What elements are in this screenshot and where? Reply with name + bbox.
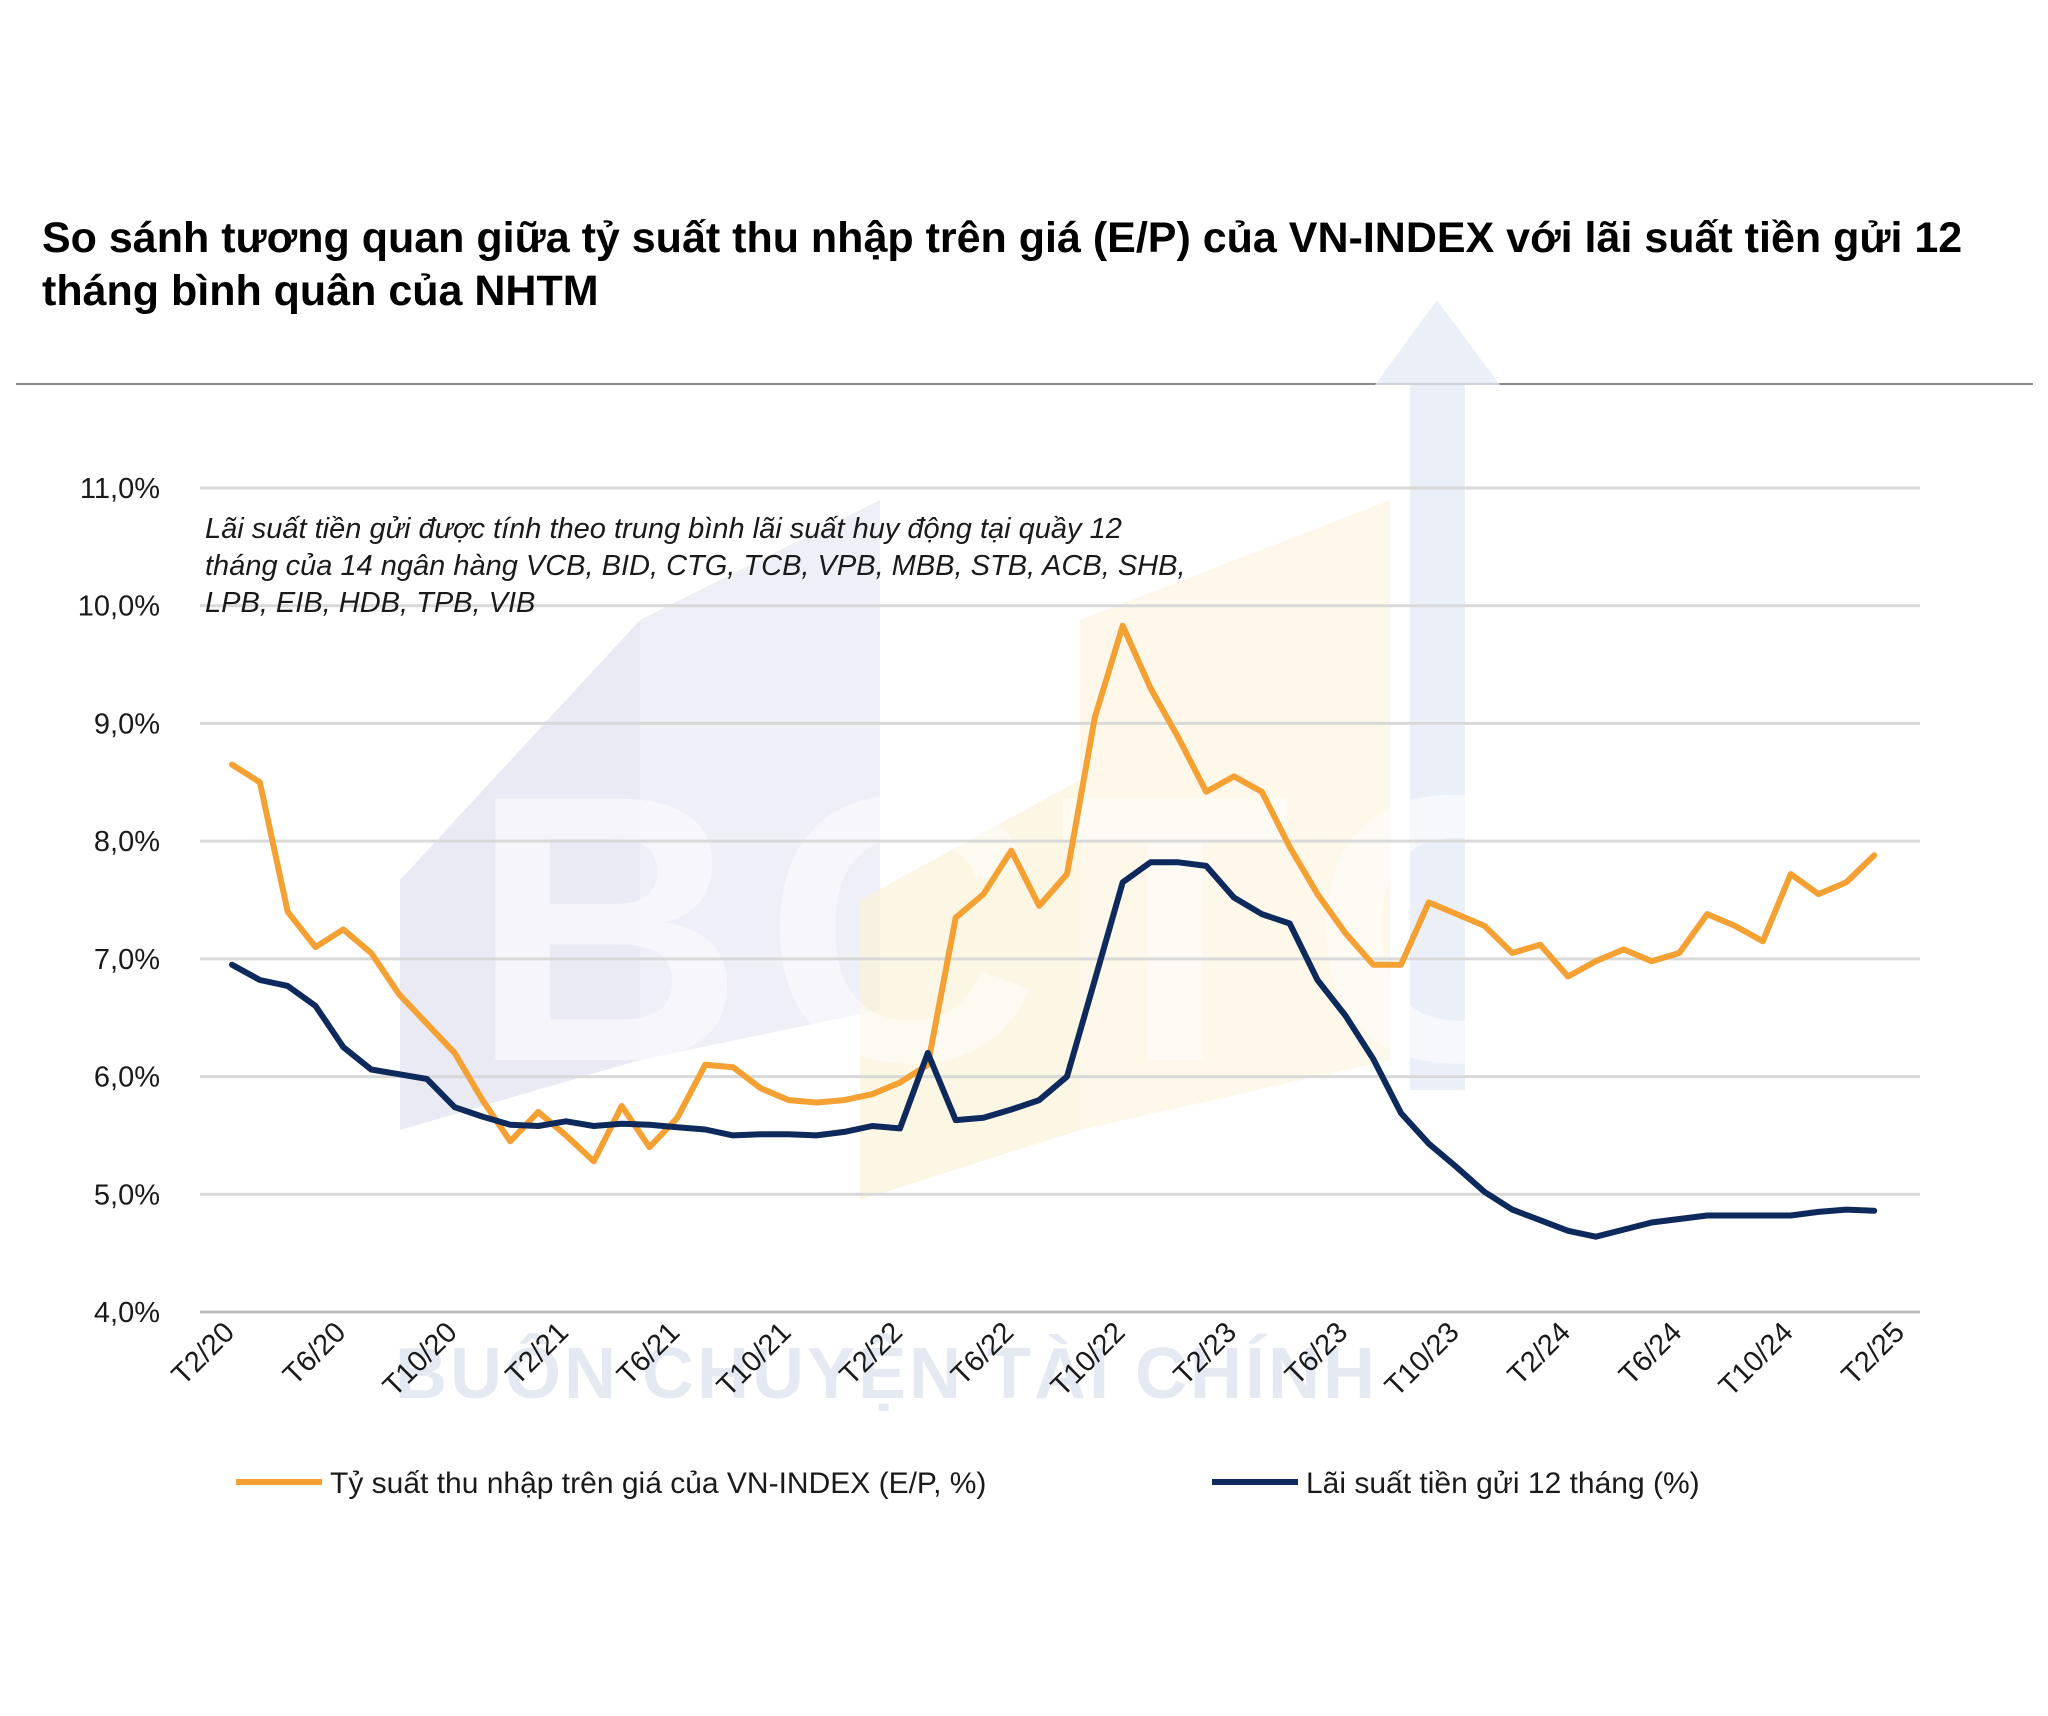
y-axis: 4,0% 5,0% 6,0% 7,0% 8,0% 9,0% 10,0% 11,0% [78,473,160,1329]
y-tick-label: 5,0% [94,1179,160,1211]
legend: Tỷ suất thu nhập trên giá của VN-INDEX (… [236,1467,1700,1500]
x-tick-label: T6/20 [277,1316,352,1391]
grid-lines [200,486,1920,1314]
y-tick-label: 9,0% [94,708,160,740]
watermark-block-2 [640,500,880,1060]
legend-label-ep: Tỷ suất thu nhập trên giá của VN-INDEX (… [330,1467,986,1500]
y-tick-label: 10,0% [78,591,160,623]
legend-label-deposit: Lãi suất tiền gửi 12 tháng (%) [1306,1467,1700,1500]
y-tick-label: 6,0% [94,1062,160,1094]
series-line-deposit-rate [229,859,1878,1240]
legend-item-ep: Tỷ suất thu nhập trên giá của VN-INDEX (… [236,1467,986,1500]
series-lines [229,622,1878,1240]
x-tick-label: T10/23 [1379,1316,1465,1402]
x-tick-label: T2/24 [1502,1316,1577,1391]
watermark-arrow [1375,300,1500,1090]
y-tick-label: 8,0% [94,826,160,858]
series-line-ep [229,622,1878,1165]
annotation-line-1: Lãi suất tiền gửi được tính theo trung b… [205,513,1122,545]
watermark-text: BUÔN CHUYỆN TÀI CHÍNH [395,1333,1378,1414]
y-tick-label: 11,0% [80,473,160,505]
legend-item-deposit: Lãi suất tiền gửi 12 tháng (%) [1212,1467,1700,1500]
annotation-line-3: LPB, EIB, HDB, TPB, VIB [205,587,535,619]
x-tick-label: T10/24 [1713,1316,1799,1402]
chart-annotation: Lãi suất tiền gửi được tính theo trung b… [205,513,1186,619]
watermark-logo: BCTC BUÔN CHUYỆN TÀI CHÍNH [395,300,1605,1414]
watermark-letters: BCTC [470,716,1605,1141]
annotation-line-2: tháng của 14 ngân hàng VCB, BID, CTG, TC… [205,550,1186,582]
x-tick-label: T2/20 [166,1316,241,1391]
y-tick-label: 7,0% [94,944,160,976]
x-tick-label: T6/24 [1613,1316,1688,1391]
watermark-block-1 [400,620,640,1130]
chart-title: So sánh tương quan giữa tỷ suất thu nhập… [42,214,1963,315]
title-divider [16,383,2033,385]
x-tick-label: T2/25 [1836,1316,1911,1391]
y-tick-label: 4,0% [94,1297,160,1329]
